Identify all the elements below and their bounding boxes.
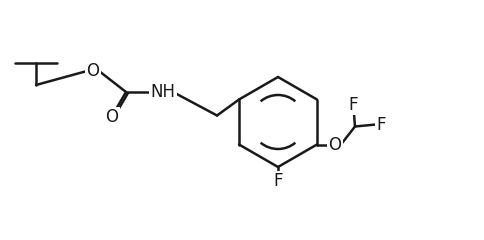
Text: O: O: [106, 108, 118, 126]
Text: F: F: [348, 96, 357, 114]
Text: F: F: [272, 172, 282, 190]
Text: O: O: [86, 62, 99, 80]
Text: F: F: [376, 115, 385, 133]
Text: O: O: [328, 136, 341, 154]
Text: NH: NH: [150, 83, 175, 101]
